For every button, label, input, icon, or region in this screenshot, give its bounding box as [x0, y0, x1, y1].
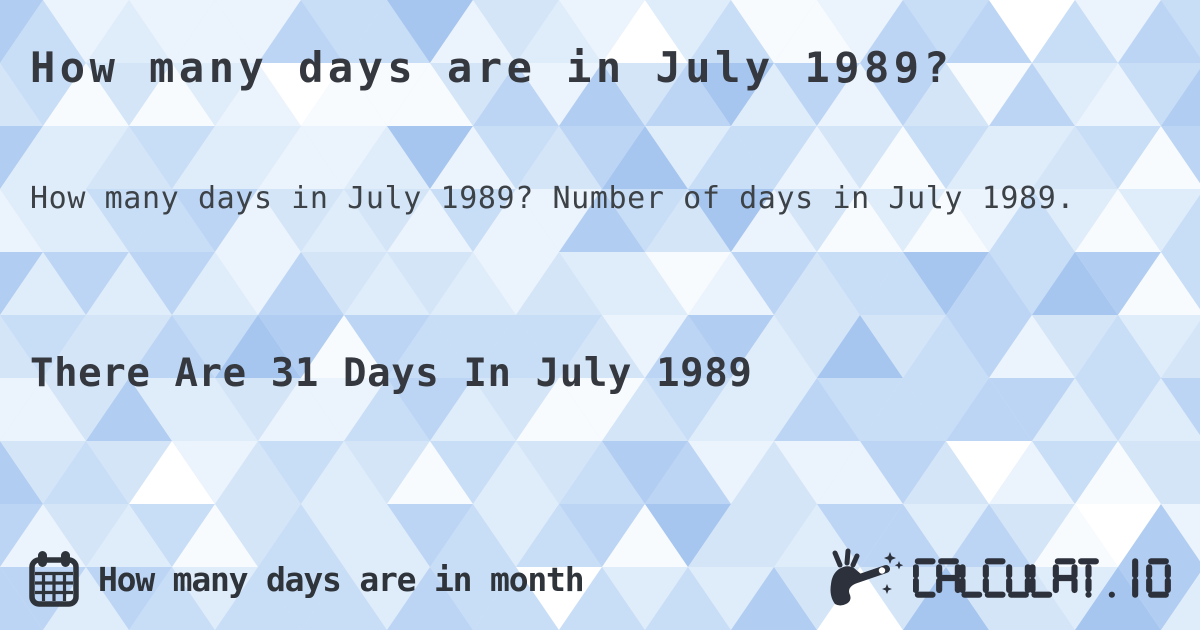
page-title: How many days are in July 1989?: [30, 43, 954, 92]
brand-logo[interactable]: [823, 548, 1172, 608]
category-link[interactable]: How many days are in month: [28, 549, 585, 607]
brand-wordmark: [913, 558, 1171, 598]
page-description: How many days in July 1989? Number of da…: [30, 181, 1076, 216]
calendar-icon: [29, 551, 79, 607]
answer-heading: There Are 31 Days In July 1989: [30, 351, 753, 396]
magic-wand-hand-icon: [830, 548, 904, 606]
category-label: How many days are in month: [98, 559, 585, 599]
